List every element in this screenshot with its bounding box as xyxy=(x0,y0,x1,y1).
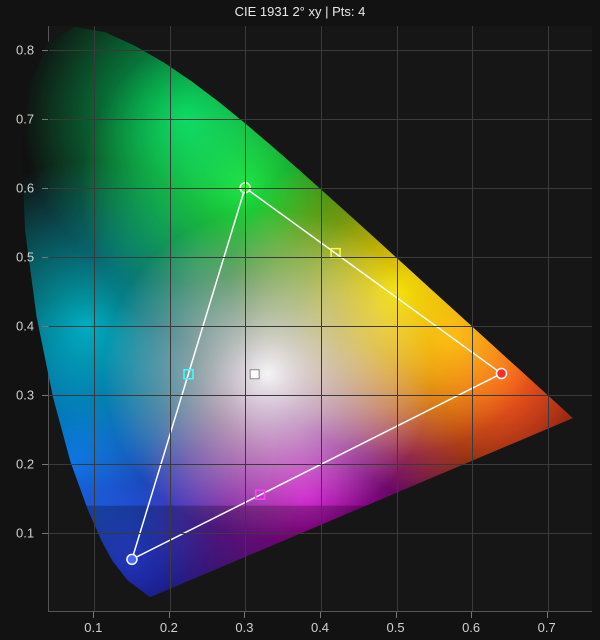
x-tick-label: 0.7 xyxy=(538,620,556,635)
plot-area xyxy=(48,26,592,612)
grid-vertical xyxy=(245,26,246,611)
grid-horizontal xyxy=(49,533,592,534)
x-tick-mark xyxy=(169,612,170,618)
grid-vertical xyxy=(321,26,322,611)
y-tick-mark xyxy=(42,257,48,258)
y-tick-label: 0.1 xyxy=(16,525,34,540)
y-tick-mark xyxy=(42,326,48,327)
x-tick-label: 0.5 xyxy=(387,620,405,635)
y-tick-label: 0.4 xyxy=(16,318,34,333)
y-tick-label: 0.3 xyxy=(16,387,34,402)
grid-horizontal xyxy=(49,119,592,120)
grid-vertical xyxy=(170,26,171,611)
y-tick-mark xyxy=(42,188,48,189)
cie-chart-container: CIE 1931 2° xy | Pts: 4 0.1 0.2 0.3 0.4 0.5 0… xyxy=(0,0,600,640)
x-tick-label: 0.2 xyxy=(160,620,178,635)
gamut-vertex-red xyxy=(497,369,507,379)
x-tick-label: 0.6 xyxy=(462,620,480,635)
gamut-vertex-blue xyxy=(127,554,137,564)
grid-horizontal xyxy=(49,257,592,258)
chromaticity-fill-group xyxy=(0,0,600,640)
x-tick-mark xyxy=(244,612,245,618)
grid-vertical xyxy=(397,26,398,611)
y-tick-mark xyxy=(42,533,48,534)
grid-horizontal xyxy=(49,326,592,327)
x-tick-mark xyxy=(471,612,472,618)
y-tick-mark xyxy=(42,50,48,51)
y-tick-label: 0.8 xyxy=(16,43,34,58)
chart-title: CIE 1931 2° xy | Pts: 4 xyxy=(0,4,600,19)
y-tick-label: 0.7 xyxy=(16,112,34,127)
x-tick-mark xyxy=(320,612,321,618)
grid-vertical xyxy=(548,26,549,611)
y-tick-label: 0.6 xyxy=(16,181,34,196)
x-tick-mark xyxy=(93,612,94,618)
grid-vertical xyxy=(94,26,95,611)
y-tick-mark xyxy=(42,464,48,465)
grid-horizontal xyxy=(49,50,592,51)
x-tick-mark xyxy=(396,612,397,618)
y-tick-label: 0.5 xyxy=(16,249,34,264)
white-point-marker xyxy=(250,370,259,379)
x-tick-label: 0.3 xyxy=(235,620,253,635)
grid-horizontal xyxy=(49,188,592,189)
grid-horizontal xyxy=(49,395,592,396)
y-tick-mark xyxy=(42,395,48,396)
grid-horizontal xyxy=(49,464,592,465)
x-tick-label: 0.1 xyxy=(84,620,102,635)
x-tick-mark xyxy=(547,612,548,618)
y-tick-mark xyxy=(42,119,48,120)
x-tick-label: 0.4 xyxy=(311,620,329,635)
y-tick-label: 0.2 xyxy=(16,456,34,471)
grid-vertical xyxy=(472,26,473,611)
